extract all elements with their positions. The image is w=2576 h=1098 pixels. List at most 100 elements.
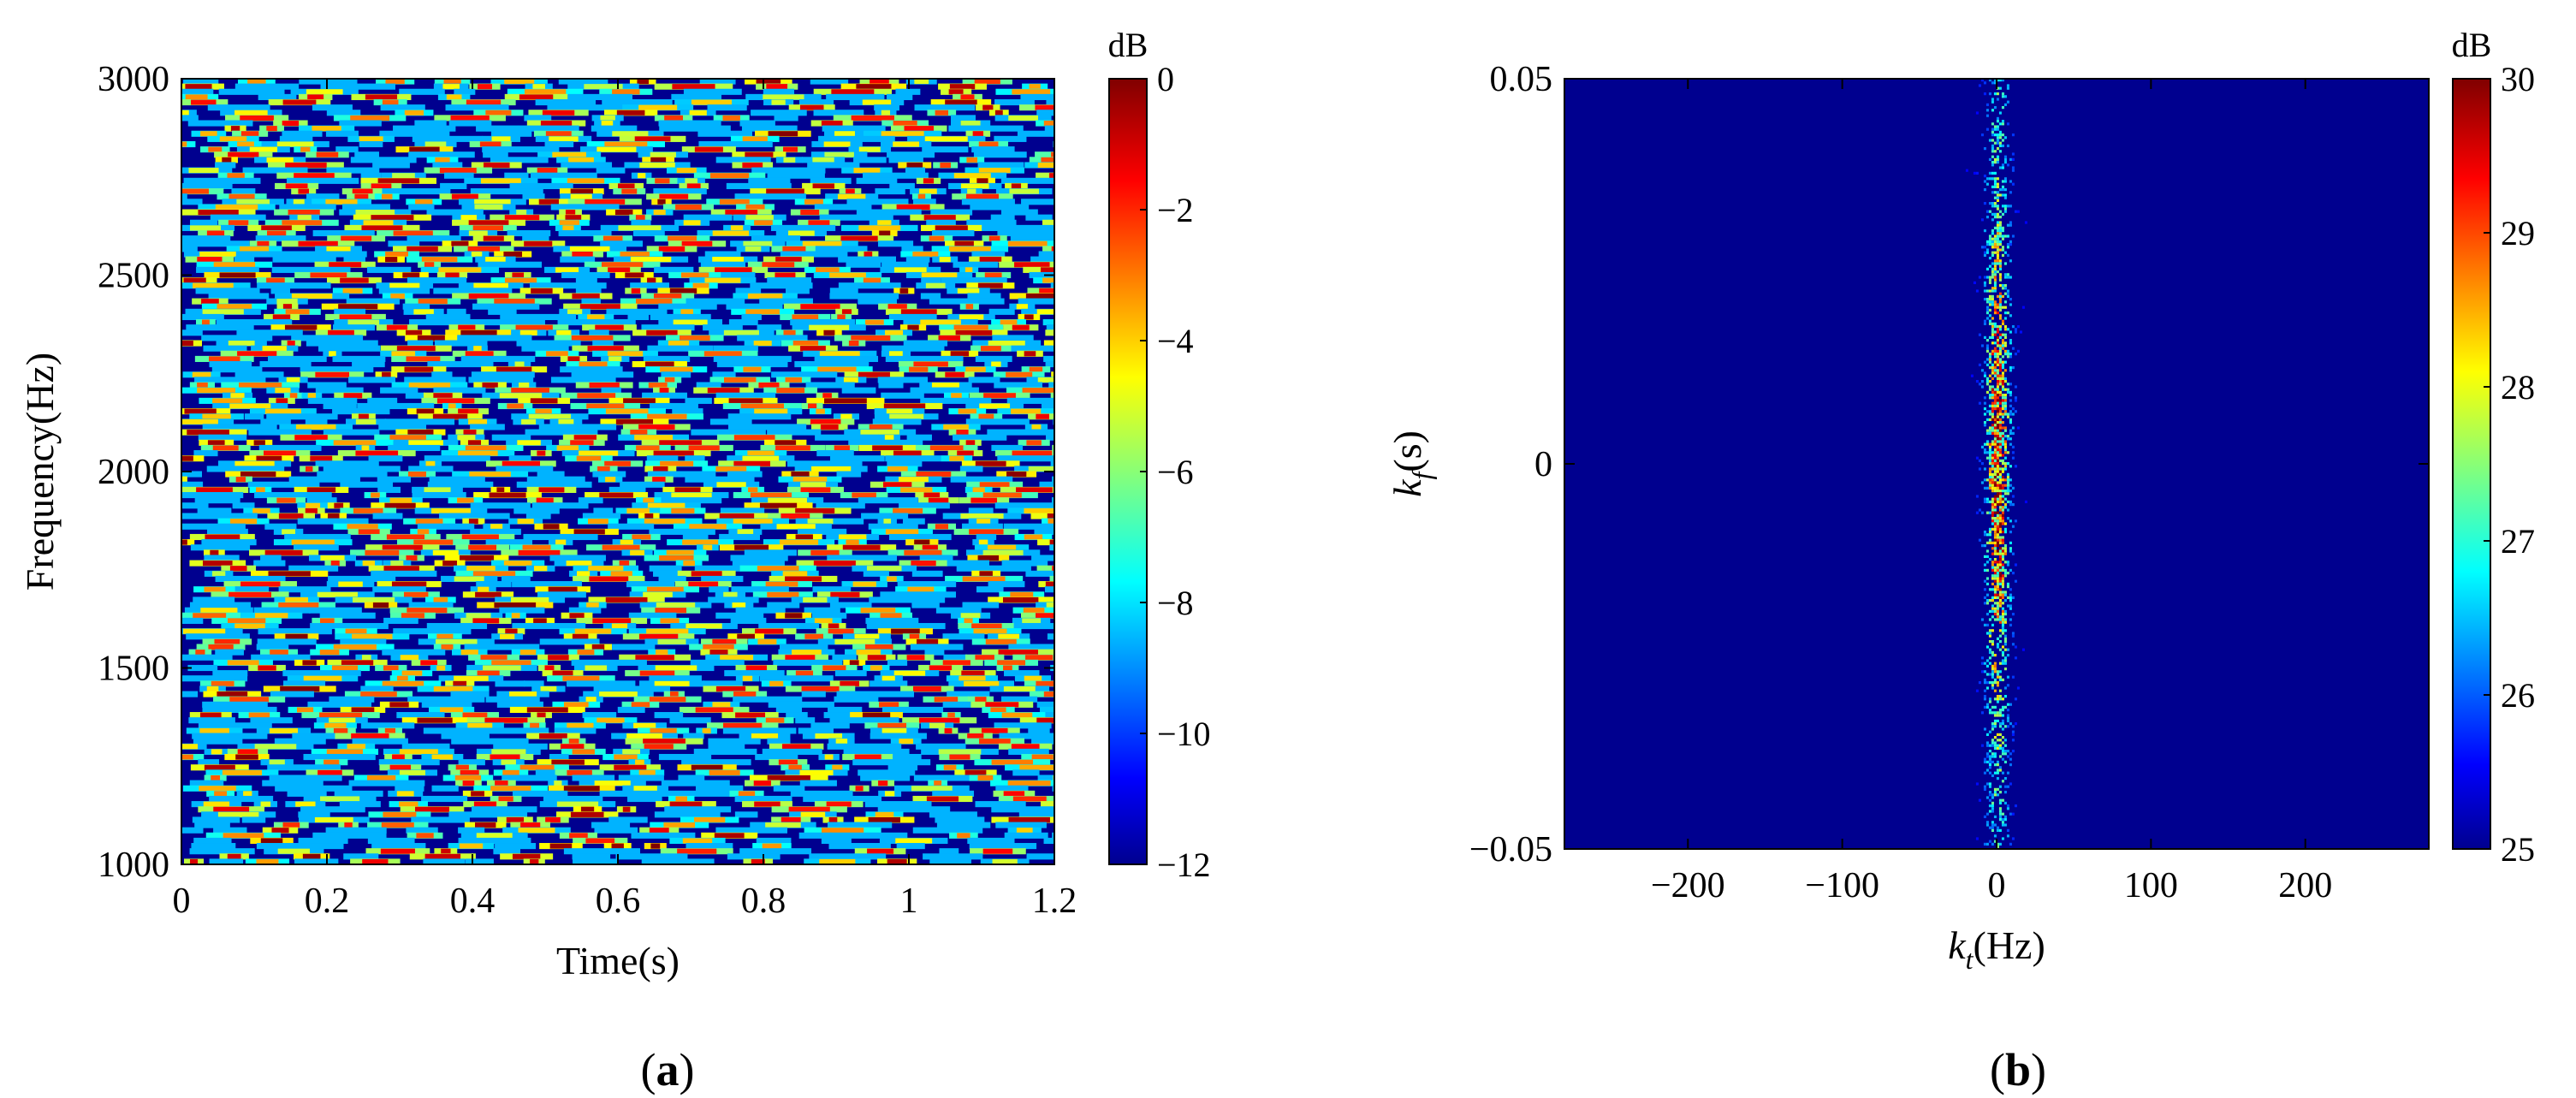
streak-halo bbox=[493, 848, 521, 855]
energy-cell bbox=[1996, 538, 1999, 542]
energy-cell bbox=[1988, 264, 1991, 268]
streak-core bbox=[567, 356, 580, 362]
energy-cell bbox=[2014, 328, 2017, 331]
streak-halo bbox=[333, 324, 375, 331]
streak-halo bbox=[631, 219, 651, 226]
streak-core bbox=[472, 225, 504, 231]
energy-cell bbox=[1991, 418, 1994, 421]
energy-cell bbox=[2001, 517, 2004, 520]
energy-cell bbox=[1985, 358, 1989, 361]
streak-core bbox=[728, 398, 763, 404]
energy-cell bbox=[1996, 744, 1999, 747]
energy-cell bbox=[1980, 380, 1984, 383]
streak-core bbox=[282, 99, 317, 105]
energy-cell bbox=[1998, 541, 2002, 544]
energy-cell bbox=[1991, 205, 1994, 208]
streak-halo bbox=[408, 466, 454, 472]
energy-cell bbox=[1983, 500, 1986, 503]
streak-halo bbox=[617, 706, 645, 714]
energy-cell bbox=[1991, 823, 1994, 827]
streak-core bbox=[671, 507, 695, 513]
streak-core bbox=[446, 94, 462, 100]
streak-core bbox=[473, 346, 482, 352]
energy-cell bbox=[1996, 544, 1999, 548]
streak-halo bbox=[204, 555, 240, 561]
energy-cell bbox=[1998, 412, 2002, 416]
streak-halo bbox=[181, 182, 233, 190]
streak-halo bbox=[1059, 697, 1080, 703]
streak-core bbox=[695, 707, 733, 713]
streak-core bbox=[683, 561, 695, 567]
streak-core bbox=[601, 262, 644, 268]
energy-cell bbox=[2003, 497, 2007, 501]
streak-core bbox=[234, 460, 275, 466]
energy-cell bbox=[2001, 435, 2004, 438]
streak-core bbox=[424, 262, 435, 268]
streak-halo bbox=[685, 476, 755, 483]
streak-halo bbox=[476, 125, 519, 132]
energy-cell bbox=[1993, 714, 1997, 717]
energy-cell bbox=[1993, 300, 1997, 304]
streak-core bbox=[229, 519, 258, 525]
streak-halo bbox=[922, 146, 969, 153]
streak-halo bbox=[658, 303, 717, 310]
streak-core bbox=[800, 346, 826, 352]
energy-cell bbox=[2001, 339, 2004, 342]
streak-halo bbox=[888, 533, 952, 541]
energy-cell bbox=[1988, 755, 1991, 758]
streak-halo bbox=[201, 539, 257, 546]
streak-core bbox=[424, 487, 451, 493]
streak-halo bbox=[654, 712, 684, 719]
streak-core bbox=[392, 173, 415, 179]
streak-halo bbox=[181, 523, 246, 530]
streak-halo bbox=[380, 387, 418, 394]
streak-halo bbox=[454, 88, 476, 95]
energy-cell bbox=[1991, 508, 1994, 512]
energy-cell bbox=[1998, 284, 2002, 288]
energy-cell bbox=[1985, 705, 1989, 709]
energy-cell bbox=[1988, 353, 1991, 356]
streak-core bbox=[389, 282, 420, 288]
streak-core bbox=[542, 110, 575, 116]
streak-halo bbox=[1045, 712, 1054, 719]
energy-cell bbox=[1991, 109, 1994, 112]
streak-core bbox=[1031, 424, 1042, 430]
streak-core bbox=[258, 665, 276, 671]
streak-core bbox=[355, 418, 377, 424]
streak-core bbox=[1053, 775, 1054, 781]
energy-cell bbox=[1988, 840, 1991, 843]
energy-cell bbox=[1988, 177, 1991, 181]
energy-cell bbox=[2011, 572, 2015, 575]
energy-cell bbox=[2003, 620, 2007, 624]
energy-cell bbox=[1998, 552, 2002, 555]
streak-halo bbox=[1037, 539, 1054, 546]
energy-cell bbox=[1996, 593, 1999, 596]
streak-core bbox=[899, 739, 914, 745]
streak-core bbox=[256, 455, 282, 461]
energy-cell bbox=[1998, 442, 2002, 446]
streak-halo bbox=[866, 622, 946, 630]
energy-cell bbox=[1991, 490, 1994, 493]
streak-core bbox=[171, 477, 181, 482]
energy-cell bbox=[1996, 645, 1999, 649]
streak-core bbox=[800, 811, 826, 817]
energy-cell bbox=[1983, 451, 1986, 454]
energy-cell bbox=[1993, 486, 1997, 490]
streak-core bbox=[991, 361, 1001, 367]
energy-cell bbox=[1991, 640, 1994, 644]
streak-core bbox=[602, 544, 640, 550]
energy-cell bbox=[1978, 467, 1981, 471]
streak-halo bbox=[488, 308, 517, 315]
streak-core bbox=[1045, 581, 1054, 587]
streak-core bbox=[653, 210, 666, 216]
streak-halo bbox=[881, 392, 924, 399]
streak-core bbox=[800, 482, 827, 488]
energy-cell bbox=[2009, 541, 2012, 544]
streak-halo bbox=[741, 125, 798, 132]
energy-cell bbox=[2001, 355, 2004, 359]
streak-core bbox=[887, 858, 907, 864]
streak-core bbox=[458, 450, 498, 456]
energy-cell bbox=[1996, 349, 1999, 353]
energy-cell bbox=[2001, 823, 2004, 827]
streak-core bbox=[840, 413, 852, 419]
